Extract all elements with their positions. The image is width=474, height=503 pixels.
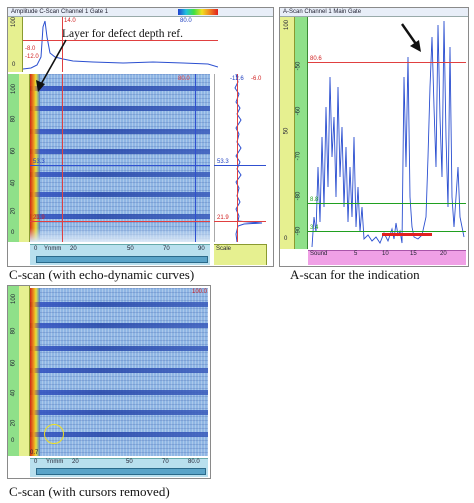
top-cursor-v (62, 17, 63, 72)
c-tick-60: 60 (10, 359, 17, 367)
cscan-cursor-h-blue[interactable] (30, 165, 210, 166)
indication-band (30, 368, 208, 373)
indication-band (30, 129, 210, 134)
gate-green-line-a[interactable] (308, 203, 466, 204)
ascan-x-tick-15: 15 (410, 251, 417, 257)
ascan-x-tick-10: 10 (382, 251, 389, 257)
indication-band (30, 214, 210, 219)
c-x-tick-70: 70 (162, 459, 169, 465)
c-x-tick-50: 50 (126, 459, 133, 465)
gate-red-line[interactable] (308, 62, 466, 63)
c-readout-bottom-right: 80.0 (188, 459, 200, 465)
layer-annotation: Layer for defect depth ref. (62, 28, 183, 40)
top-dyn-scale[interactable] (8, 17, 23, 72)
top-readout-left-a: -8.0 (25, 46, 36, 52)
dyn-scale-label: Scale (216, 246, 232, 252)
gate-red-readout: 80.6 (310, 56, 322, 62)
green-readout-b: 3.4 (310, 225, 319, 231)
c-x-scrollbar[interactable] (36, 468, 206, 475)
c-readout-top-right: 100.0 (192, 289, 208, 295)
right-dyn-readout-red: -6.0 (251, 76, 262, 82)
c-x-tick-20: 20 (72, 459, 79, 465)
right-dyn-readout-a: 53.3 (217, 159, 229, 165)
x-tick-90: 90 (198, 246, 205, 252)
cscan-cursor-h-red[interactable] (30, 221, 210, 222)
left-tick-0: 0 (11, 230, 15, 236)
right-dyn-readout-blue: -12.6 (230, 76, 244, 82)
x-label: Ynmm (44, 246, 62, 252)
cscan-panel-top: Amplitude C-Scan Channel 1 Gate 1 100 0 … (7, 7, 274, 267)
c-readout-bottom-left: 0.7 (30, 450, 39, 456)
top-readout-right: 80.0 (180, 18, 192, 24)
c-tick-20: 20 (10, 419, 17, 427)
c-tick-0: 0 (11, 438, 15, 444)
green-readout-a: 8.8 (310, 197, 319, 203)
x-tick-70: 70 (163, 246, 170, 252)
right-dyn-cursor-a (214, 165, 266, 166)
indication-band (30, 346, 208, 351)
ascan-x-tick-5: 5 (354, 251, 358, 257)
c-tick-100: 100 (11, 293, 18, 305)
c-tick-80: 80 (10, 327, 17, 335)
right-dyn-cursor-v (237, 74, 238, 242)
color-palette-strip (178, 9, 218, 15)
c-x-tick-0: 0 (34, 459, 38, 465)
cscan-cursor-v-blue[interactable] (195, 74, 196, 242)
right-dyn-readout-b: 21.9 (217, 215, 229, 221)
bottom-fade (30, 228, 210, 242)
x-tick-20: 20 (70, 246, 77, 252)
x-scrollbar[interactable] (36, 256, 208, 263)
cscan-title: Amplitude C-Scan Channel 1 Gate 1 (8, 8, 273, 17)
indication-band (30, 106, 210, 111)
caption-ascan: A-scan for the indication (290, 267, 420, 282)
cscan-image[interactable] (30, 74, 210, 242)
ascan-x-label: Sound (310, 251, 328, 257)
ascan-depth-axis[interactable] (295, 17, 308, 249)
indication-marker (382, 233, 432, 236)
c-x-label: Ynmm (46, 459, 64, 465)
x-tick-0: 0 (34, 246, 38, 252)
top-readout-red: 14.0 (64, 18, 76, 24)
indication-band (30, 149, 210, 154)
top-echo-dynamic-curve (23, 20, 218, 70)
caption-cscan-dynamic: C-scan (with echo-dynamic curves) (9, 267, 195, 282)
c-left-axis-yellow[interactable] (19, 286, 30, 456)
indication-band (30, 86, 210, 91)
ascan-x-tick-20: 20 (440, 251, 447, 257)
ascan-signal (311, 20, 465, 248)
gate-green-line-b[interactable] (308, 231, 466, 232)
top-cursor-h (23, 40, 218, 41)
cscan-readout-right: 80.0 (178, 76, 190, 82)
indication-band (30, 302, 208, 307)
cscan-cursor-v-red[interactable] (62, 74, 63, 242)
dyn-scale-bar[interactable] (214, 244, 267, 265)
cscan-panel-bottom: 100 80 60 40 20 0 100.0 0.7 Ynmm 0 20 50… (7, 285, 211, 479)
indication-band (30, 432, 208, 437)
right-dyn-plot (214, 74, 267, 242)
ascan-panel: A-Scan Channel 1 Main Gate 100 50 0 -50 … (279, 7, 469, 267)
left-scan-axis-yellow[interactable] (19, 74, 30, 242)
x-tick-50: 50 (127, 246, 134, 252)
indication-band (30, 172, 210, 177)
right-dyn-cursor-b (214, 221, 266, 222)
indication-band (30, 390, 208, 395)
ascan-x-axis[interactable] (308, 250, 466, 265)
ascan-tick-0: 0 (284, 236, 288, 242)
indication-band (30, 410, 208, 415)
indication-circle (44, 424, 64, 444)
cursor-a-readout: 53.3 (33, 159, 45, 165)
indication-band (30, 192, 210, 197)
cscan-edge-signal (30, 74, 40, 242)
top-readout-left-b: -12.0 (25, 54, 39, 60)
indication-band (30, 323, 208, 328)
top-dyn-tick-0: 0 (12, 62, 16, 68)
cursor-b-readout: 21.9 (33, 215, 45, 221)
c-tick-40: 40 (10, 389, 17, 397)
caption-cscan-clean: C-scan (with cursors removed) (9, 484, 170, 499)
ascan-title: A-Scan Channel 1 Main Gate (280, 8, 468, 17)
ascan-amplitude-axis[interactable] (280, 17, 295, 249)
